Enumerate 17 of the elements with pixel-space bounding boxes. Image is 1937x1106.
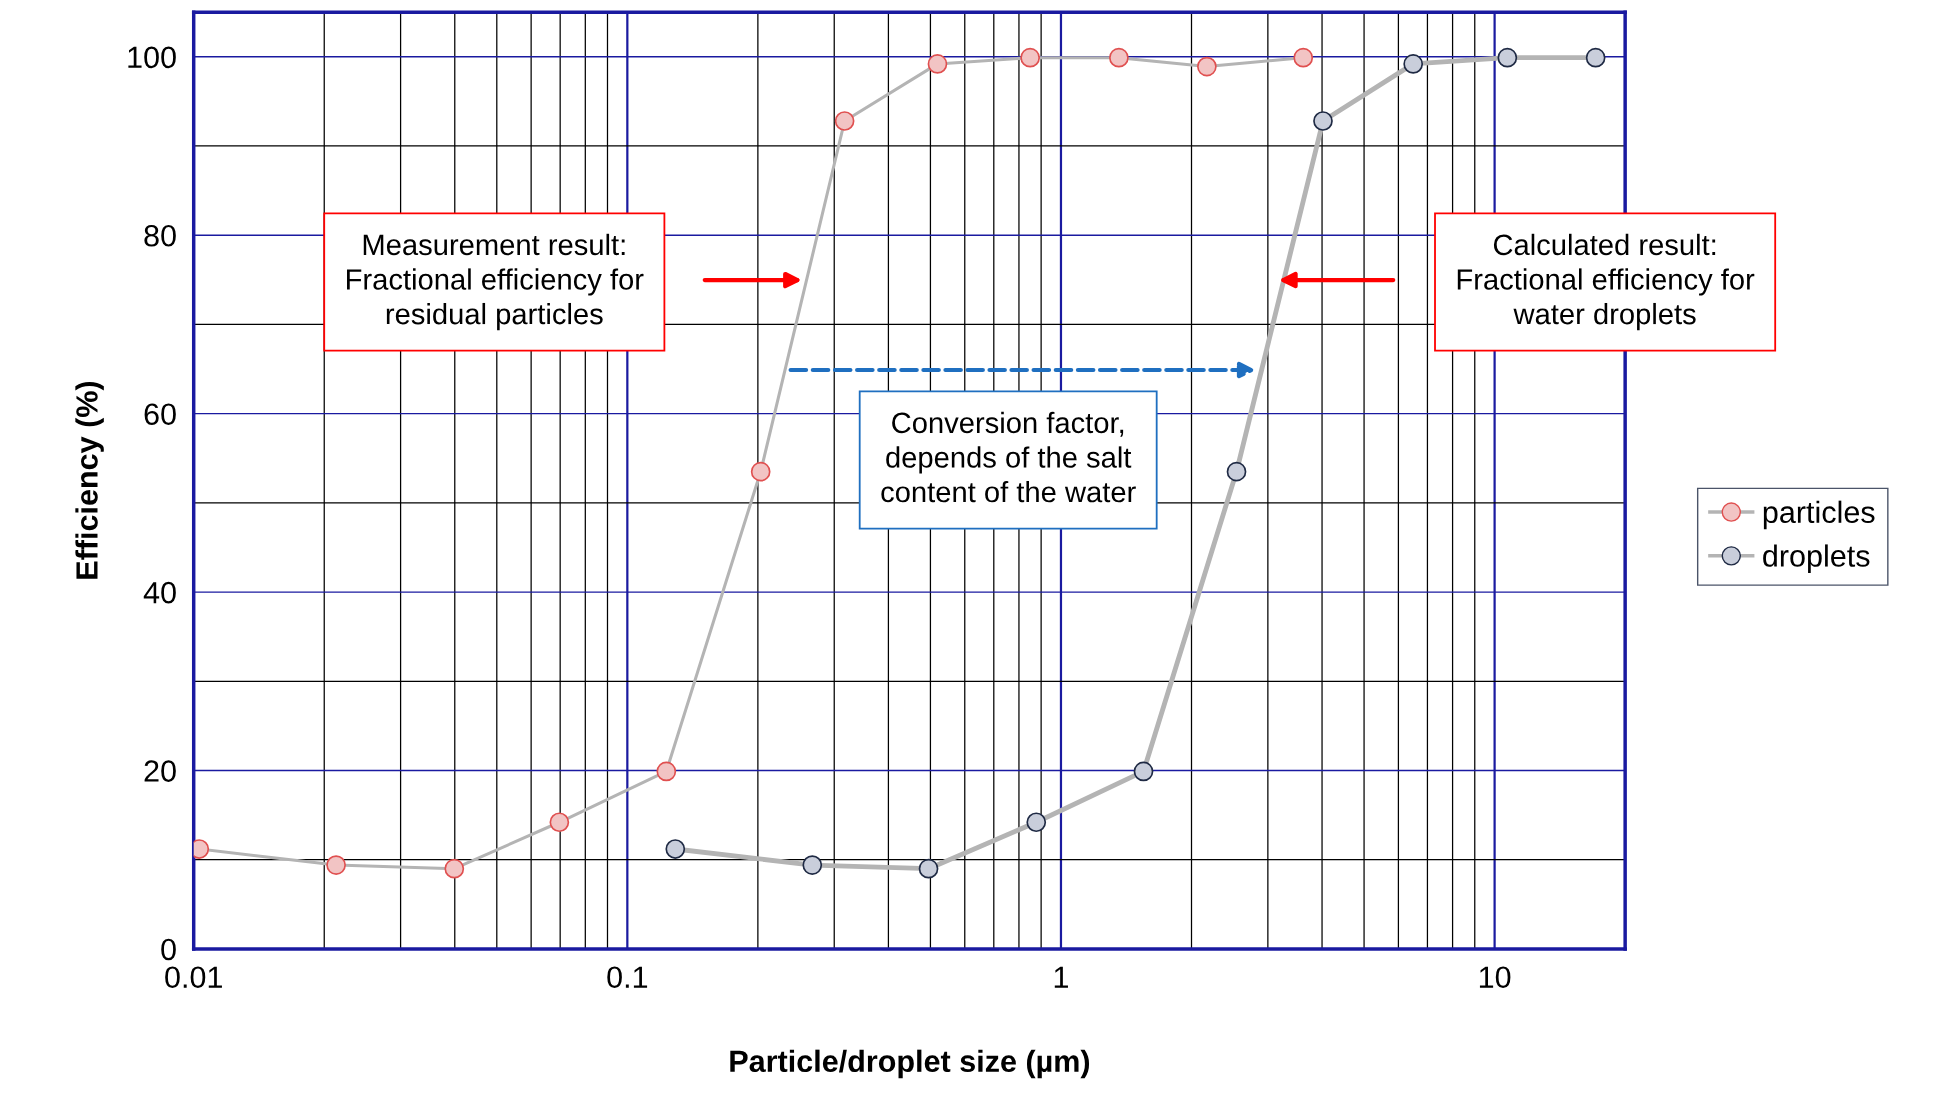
annotation: Measurement result: Fractional efficiency for residual particles (347, 233, 644, 331)
x-tick-label: 1 (1054, 966, 1068, 988)
x-tick-label: 0.1 (607, 966, 648, 989)
x-tick-label: 0.01 (165, 966, 222, 989)
y-tick-label: 20 (144, 760, 176, 782)
x-axis-title: Particle/droplet size (µm) (730, 1049, 1090, 1079)
y-axis-title: Efficiency (%) (75, 381, 104, 579)
legend-label: droplets (1763, 544, 1870, 573)
y-tick-label: 40 (143, 581, 176, 604)
y-tick-label: 100 (128, 46, 176, 69)
y-tick-label: 0 (161, 938, 176, 961)
x-tick-label: 10 (1479, 966, 1511, 989)
annotation: Conversion factor, depends of the salt content of the water (881, 411, 1136, 503)
y-tick-label: 80 (144, 224, 176, 247)
legend-label: particles (1763, 500, 1875, 530)
y-tick-label: 60 (144, 403, 176, 426)
annotation: Calculated result: Fractional efficiency for water droplets (1457, 233, 1755, 331)
